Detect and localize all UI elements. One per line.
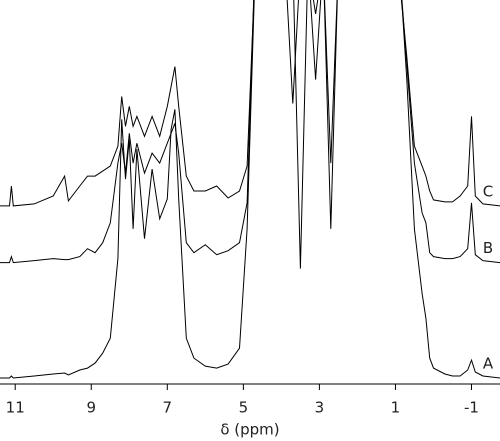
x-tick-label: 3 [315,399,325,417]
x-tick-label: -1 [464,399,479,417]
legend-label: A [483,355,494,373]
x-tick-label: 9 [86,399,96,417]
spectrum-line [0,0,500,264]
spectrum-line [0,0,500,207]
x-tick-label: 5 [239,399,249,417]
plot-area [0,0,500,379]
legend-label: C [483,182,493,200]
x-tick-label: 11 [6,399,25,417]
legend-label: B [483,239,493,257]
spectrum-line [0,0,500,379]
x-axis-label: δ (ppm) [220,421,279,439]
x-tick-label: 1 [391,399,401,417]
x-tick-label: 7 [163,399,173,417]
